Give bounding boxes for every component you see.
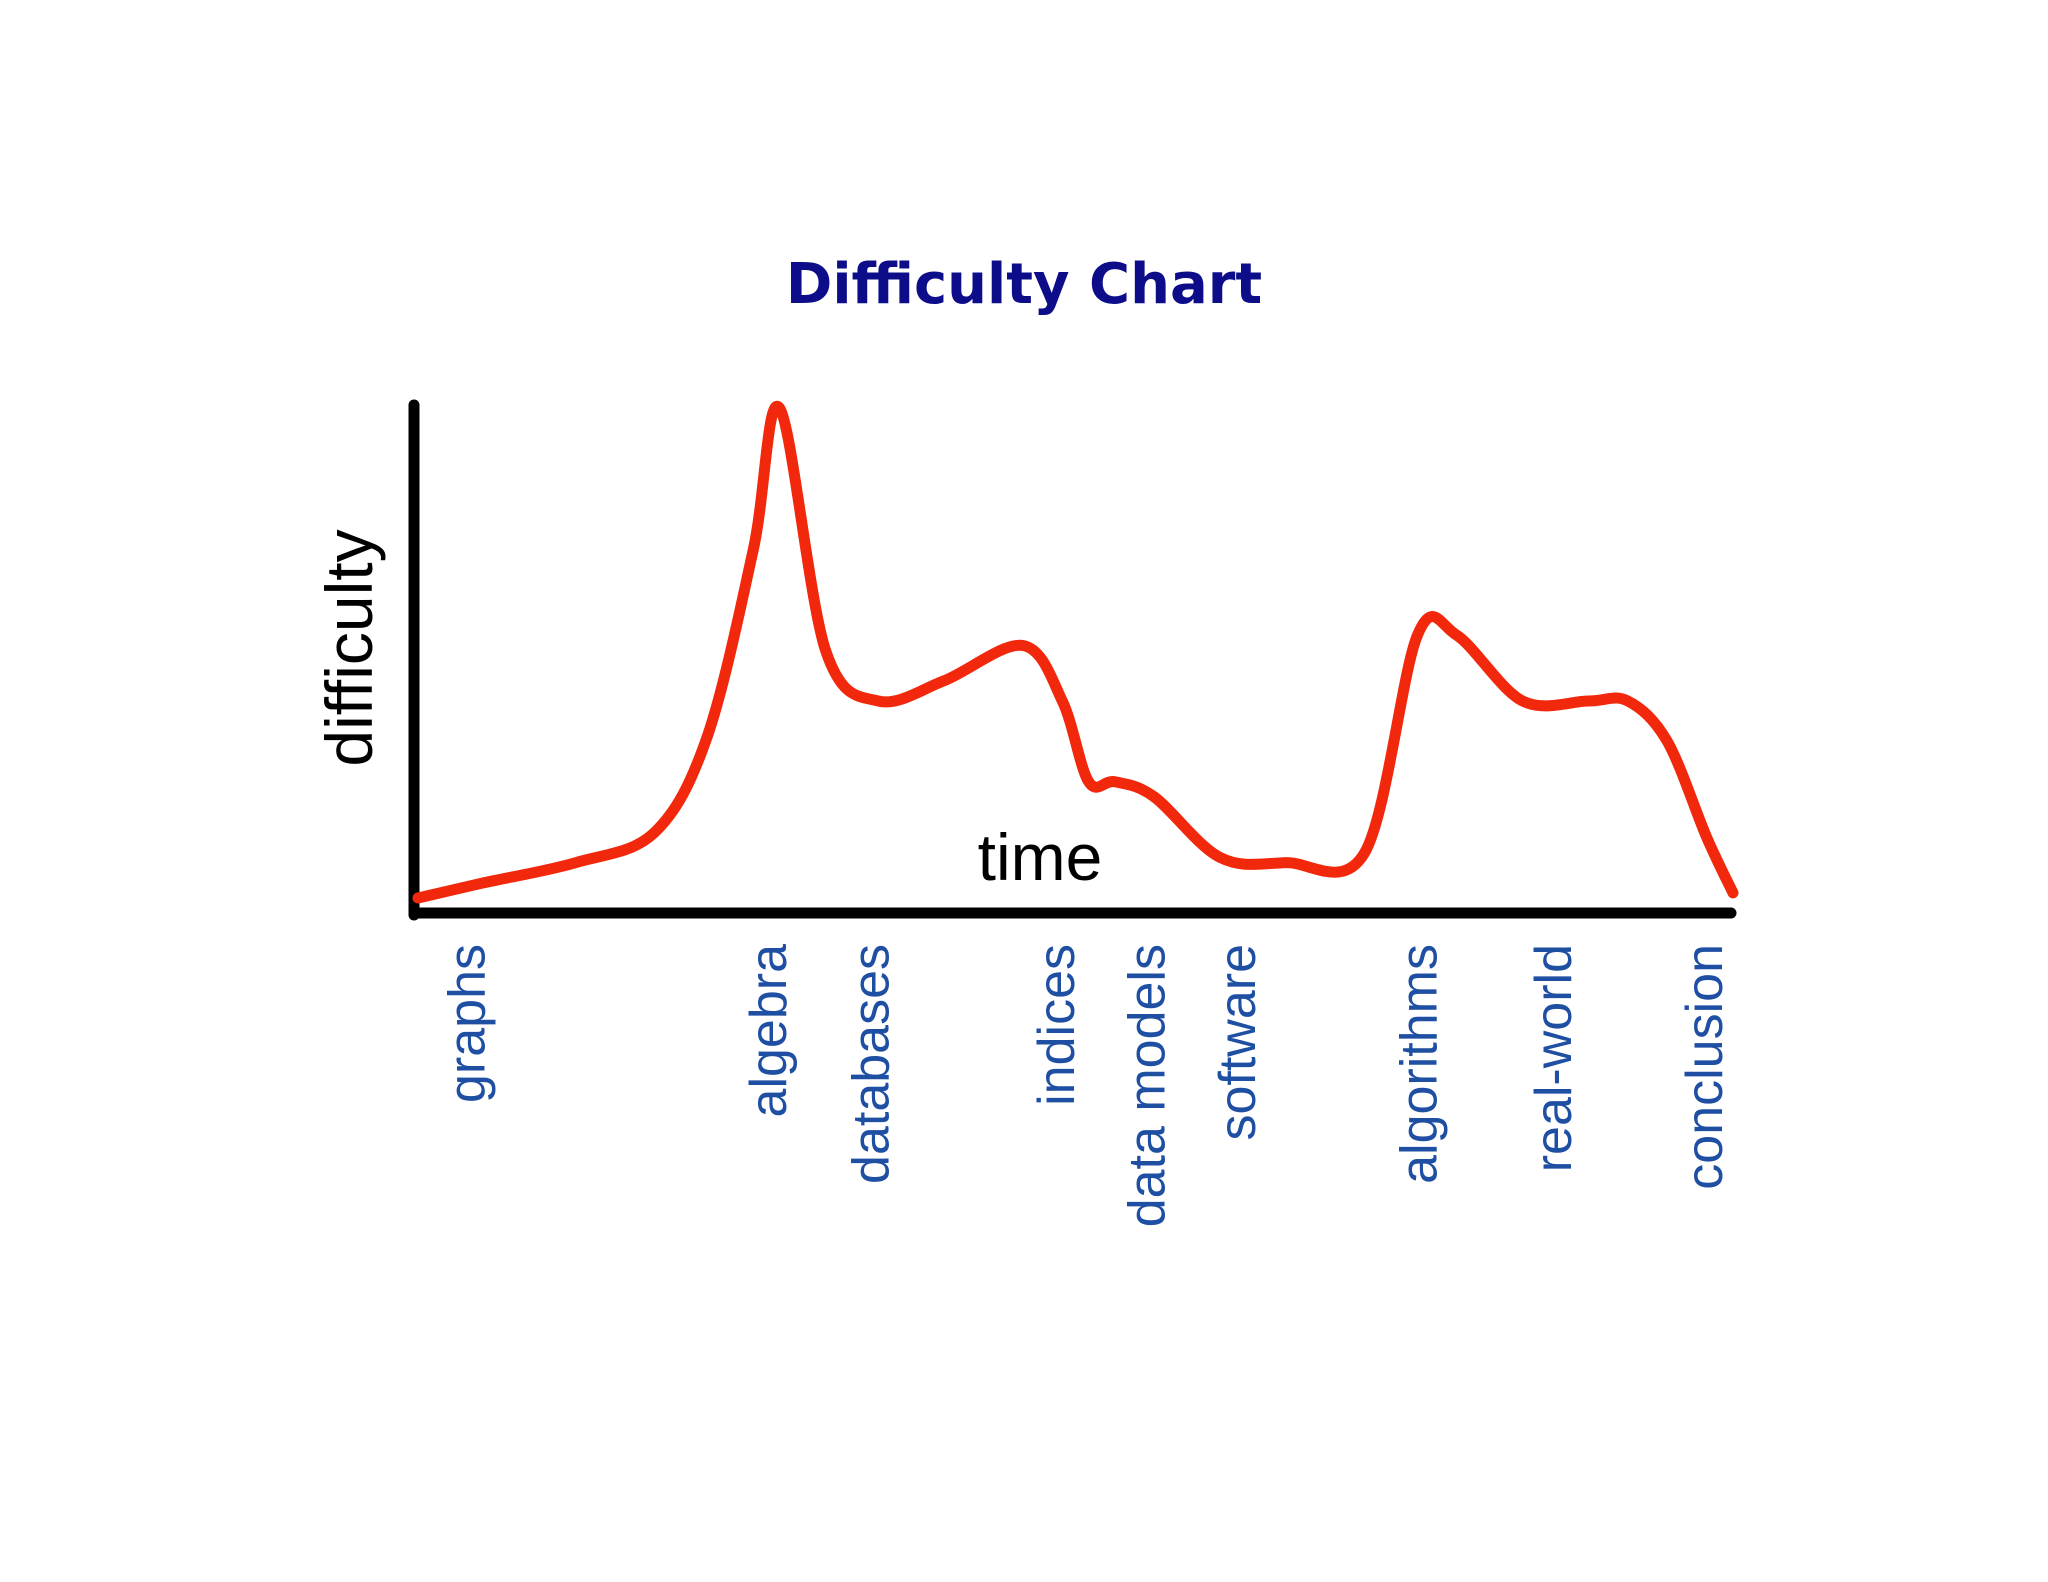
x-axis-label: time [978,820,1103,894]
x-tick-label: graphs [439,944,497,1103]
x-tick-label: conclusion [1676,944,1734,1190]
y-axis-label: difficulty [312,529,386,766]
difficulty-curve [412,400,1739,904]
x-tick-label: databases [842,944,900,1184]
x-tick-label: indices [1028,944,1086,1106]
x-tick-label: software [1209,944,1267,1141]
x-tick-label: algorithms [1391,944,1449,1184]
x-tick-labels: graphs algebra databases indices data models… [439,944,1734,1227]
x-tick-label: data models [1119,944,1177,1227]
x-tick-label: real-world [1525,944,1583,1172]
x-tick-label: algebra [740,944,798,1118]
chart-title: Difficulty Chart [786,252,1262,317]
